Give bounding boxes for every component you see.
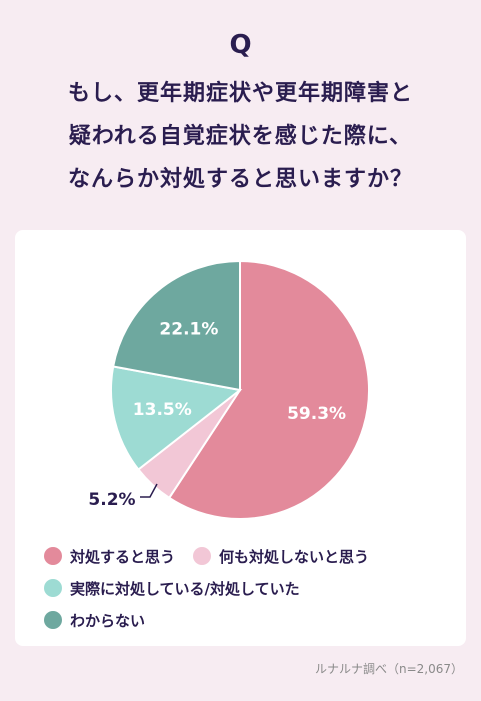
legend-swatch-wakaranai	[44, 611, 62, 629]
question-title: もし、更年期症状や更年期障害と 疑われる自覚症状を感じた際に、 なんらか対処する…	[0, 72, 481, 201]
title-line-2: 疑われる自覚症状を感じた際に、	[68, 124, 413, 149]
legend-row-3: わからない	[44, 604, 464, 636]
legend-label-taisho-suru: 対処すると思う	[70, 547, 176, 566]
legend-swatch-nanimo-shinai	[193, 547, 212, 565]
legend-item-nanimo-shinai: 何も対処しないと思う	[193, 546, 369, 567]
legend-label-jissai-taisho: 実際に対処している/対処していた	[70, 579, 300, 598]
legend-swatch-taisho-suru	[44, 547, 62, 565]
slice-label-wakaranai: 22.1%	[159, 320, 218, 340]
legend-label-wakaranai: わからない	[70, 611, 146, 630]
chart-legend: 対処すると思う 何も対処しないと思う 実際に対処している/対処していた わからな…	[44, 540, 464, 636]
title-line-1: もし、更年期症状や更年期障害と	[67, 81, 413, 106]
slice-label-nanimo-shinai: 5.2%	[88, 490, 135, 510]
pie-slice-wakaranai	[112, 259, 241, 392]
title-line-3: なんらか対処すると思いますか？	[67, 167, 413, 192]
slice-label-taisho-suru: 59.3%	[287, 404, 346, 424]
slice-leader-line-nanimo-shinai	[140, 483, 158, 498]
pie-slice-jissai-taisho	[110, 365, 243, 471]
pie-slice-taisho-suru	[167, 259, 370, 520]
legend-label-nanimo-shinai: 何も対処しないと思う	[219, 547, 370, 566]
legend-row-2: 実際に対処している/対処していた	[44, 572, 464, 604]
legend-item-wakaranai: わからない	[44, 610, 145, 631]
legend-row-1: 対処すると思う 何も対処しないと思う	[44, 540, 464, 572]
legend-item-jissai-taisho: 実際に対処している/対処していた	[44, 578, 300, 599]
source-note: ルナルナ調べ（n=2,067）	[314, 662, 463, 676]
question-mark-label: Q	[229, 30, 252, 60]
slice-label-jissai-taisho: 13.5%	[133, 400, 192, 420]
legend-swatch-jissai-taisho	[44, 579, 62, 597]
legend-item-taisho-suru: 対処すると思う	[44, 546, 175, 567]
